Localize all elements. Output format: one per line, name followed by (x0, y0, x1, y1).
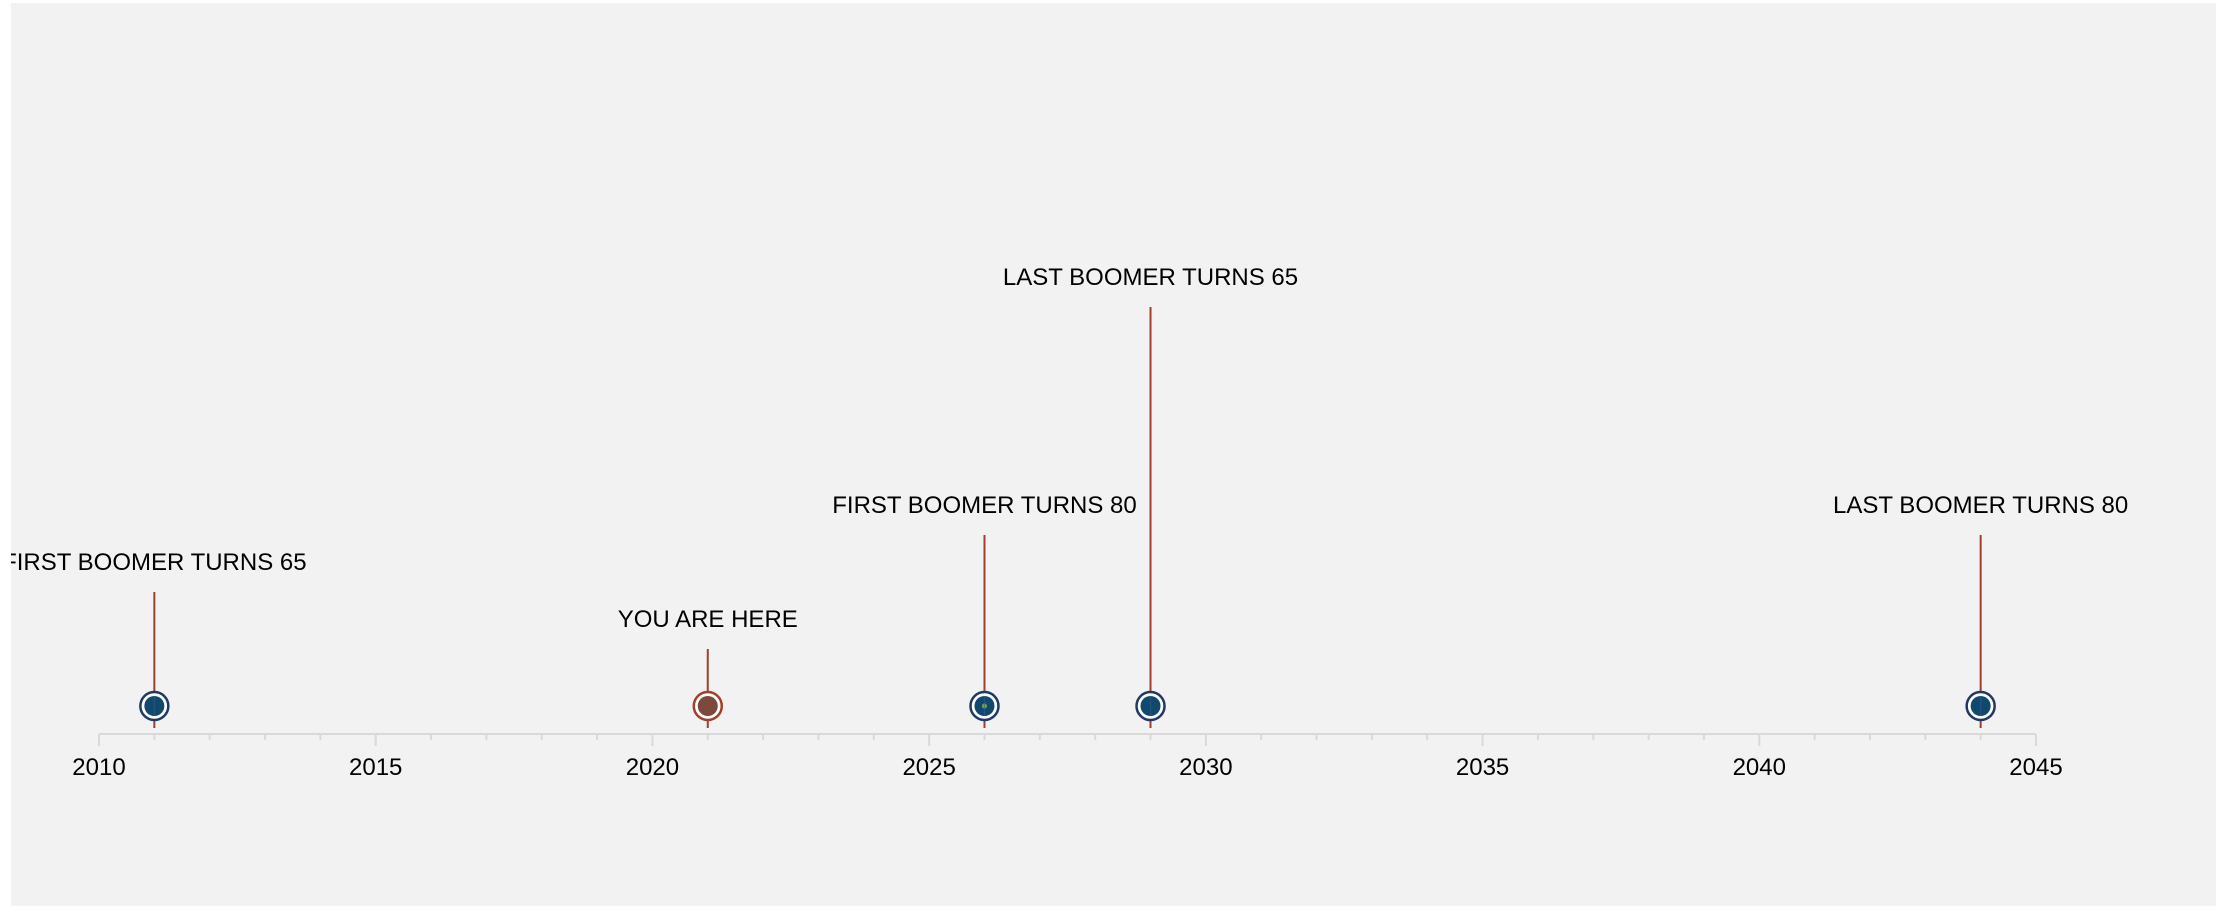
event-label: FIRST BOOMER TURNS 80 (832, 492, 1137, 519)
x-tick-label: 2035 (1456, 754, 1509, 781)
event-label: LAST BOOMER TURNS 80 (1833, 492, 2128, 519)
x-tick-label: 2010 (72, 754, 125, 781)
x-tick-label: 2040 (1733, 754, 1786, 781)
event-label: LAST BOOMER TURNS 65 (1003, 264, 1298, 291)
x-tick-label: 2020 (626, 754, 679, 781)
x-tick-label: 2015 (349, 754, 402, 781)
event-label: YOU ARE HERE (618, 606, 798, 633)
timeline-chart: 2010 2015 2020 2025 2030 2035 2040 2045 FIRST BO… (11, 264, 2128, 781)
x-tick-label: 2025 (902, 754, 955, 781)
chart-panel: 2010 2015 2020 2025 2030 2035 2040 2045 FIRST BO… (11, 3, 2216, 906)
event-label: FIRST BOOMER TURNS 65 (11, 549, 307, 576)
x-tick-label: 2045 (2009, 754, 2062, 781)
x-tick-label: 2030 (1179, 754, 1232, 781)
